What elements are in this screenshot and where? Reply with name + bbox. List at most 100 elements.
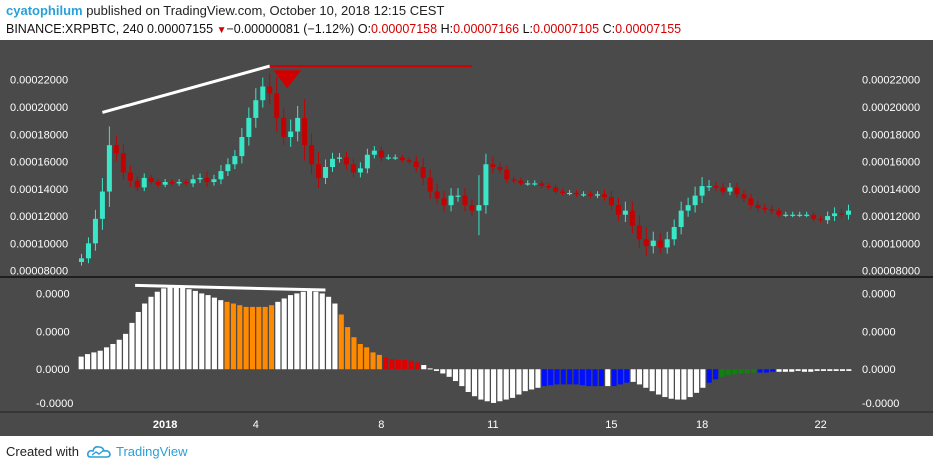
indicator-bar (218, 300, 224, 370)
indicator-bar (732, 369, 738, 375)
candle-body (825, 216, 831, 221)
candle-body (622, 210, 628, 215)
indicator-bar (256, 306, 262, 370)
indicator-bar (205, 295, 211, 370)
indicator-bar (598, 369, 604, 387)
candle-body (232, 156, 238, 165)
indicator-bar (560, 369, 566, 385)
candle-body (323, 167, 329, 178)
indicator-bar (484, 369, 490, 402)
candle-body (706, 186, 712, 188)
indicator-bar (427, 368, 433, 370)
indicator-bar (421, 365, 427, 370)
indicator-tick-label-left: -0.0000 (36, 398, 73, 410)
candle-body (713, 186, 719, 188)
candle-body (769, 209, 775, 211)
indicator-bar (510, 369, 516, 398)
candle-body (476, 205, 482, 211)
chart-area[interactable]: 0.00022000 0.00022000 0.00020000 0.00020000… (0, 40, 933, 436)
candle-body (636, 225, 642, 240)
indicator-bar (123, 333, 129, 370)
candle-body (350, 164, 356, 173)
time-tick-label: 22 (814, 419, 826, 431)
candle-body (274, 93, 280, 118)
candle-body (518, 180, 524, 184)
indicator-bar (770, 369, 776, 372)
candle-body (225, 164, 231, 172)
open-label: O: (357, 22, 372, 36)
indicator-bar (192, 290, 198, 370)
indicator-bar (516, 369, 522, 395)
candle-body (720, 187, 726, 192)
candle-body (336, 157, 342, 159)
price-tick-label-left: 0.00008000 (10, 266, 68, 278)
candle-body (427, 177, 433, 192)
indicator-bar (668, 369, 674, 399)
indicator-bar (230, 303, 236, 370)
indicator-bar (319, 293, 325, 370)
indicator-bar (541, 369, 547, 387)
indicator-bar (91, 352, 97, 370)
candle-body (371, 150, 377, 155)
candle-body (818, 218, 824, 221)
indicator-bar (713, 369, 719, 380)
candle-body (748, 198, 754, 206)
price-tick-label-left: 0.00016000 (10, 157, 68, 169)
candle-body (699, 186, 705, 196)
indicator-bar (706, 369, 712, 383)
candle-body (546, 186, 552, 188)
indicator-bar (104, 347, 110, 370)
candle-body (406, 160, 412, 162)
indicator-bar (167, 286, 173, 370)
price-tick-label-right: 0.00010000 (862, 238, 920, 250)
candle-body (99, 191, 105, 219)
candle-body (455, 195, 461, 197)
candle-body (316, 164, 322, 178)
candle-body (385, 157, 391, 159)
indicator-bar (592, 369, 598, 387)
indicator-bar (459, 369, 465, 387)
tradingview-link[interactable]: TradingView (86, 444, 188, 459)
indicator-bar (142, 303, 148, 370)
indicator-bar (110, 343, 116, 370)
indicator-bar (116, 339, 122, 370)
candle-body (239, 137, 245, 157)
candle-body (78, 258, 84, 263)
indicator-bar (554, 369, 560, 385)
indicator-tick-label-left: 0.0000 (36, 326, 70, 338)
time-tick-label: 15 (605, 419, 617, 431)
price-trend-line (102, 64, 271, 114)
indicator-bar (738, 369, 744, 374)
indicator-bar (827, 369, 833, 371)
candle-body (783, 214, 789, 216)
candle-body (650, 240, 656, 247)
indicator-bar (376, 354, 382, 370)
price-tick-label-right: 0.00018000 (862, 129, 920, 141)
time-tick-label: 18 (696, 419, 708, 431)
indicator-bar (795, 369, 801, 371)
low-label: L: (522, 22, 534, 36)
candle-body (776, 210, 782, 215)
candle-body (302, 117, 308, 146)
candle-body (218, 171, 224, 180)
indicator-bar (180, 287, 186, 370)
candle-body (169, 182, 175, 184)
candle-body (497, 167, 503, 170)
candle-body (504, 169, 510, 180)
indicator-bar (408, 360, 414, 370)
candle-body (664, 239, 670, 248)
indicator-bar (389, 359, 395, 370)
price-tick-label-right: 0.00012000 (862, 211, 920, 223)
candle-body (448, 195, 454, 206)
indicator-bar (782, 369, 788, 372)
indicator-tick-label-right: 0.0000 (862, 288, 896, 300)
indicator-bar (357, 343, 363, 370)
author-name[interactable]: cyatophilum (6, 3, 83, 18)
candle-body (197, 177, 203, 180)
indicator-bar (636, 369, 643, 385)
indicator-bar (414, 362, 420, 370)
indicator-bar (529, 369, 535, 390)
candle-body (420, 167, 426, 178)
chart-canvas[interactable]: 0.00022000 0.00022000 0.00020000 0.00020000… (0, 40, 933, 436)
indicator-bar (624, 369, 630, 383)
